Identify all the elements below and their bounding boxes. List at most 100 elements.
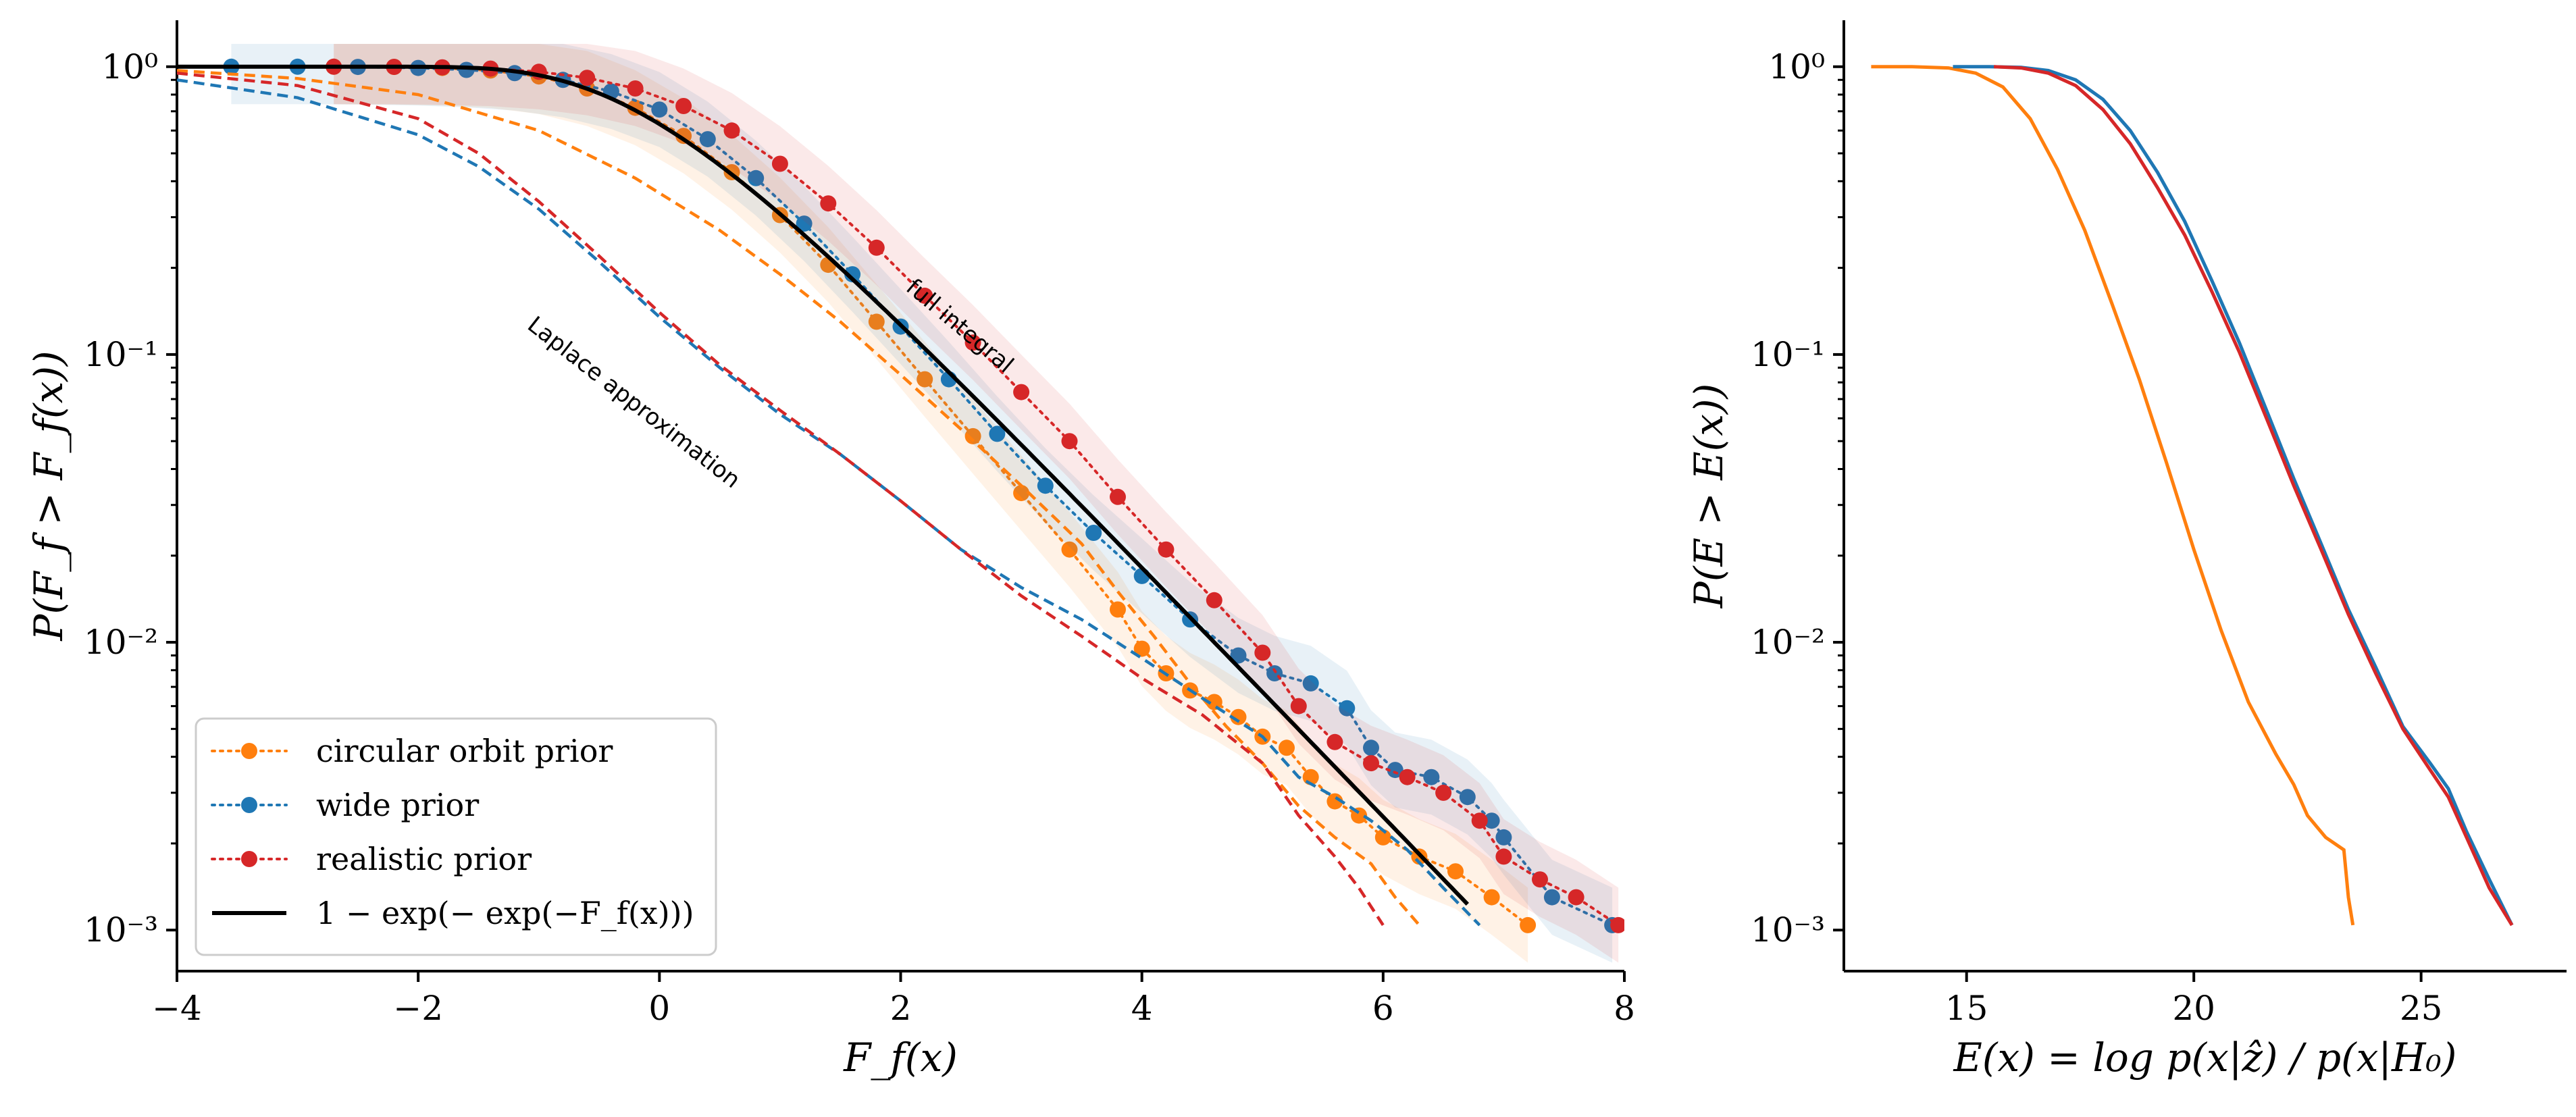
legend-swatch-marker: [241, 851, 257, 867]
series-realistic-prior-point: [1399, 769, 1416, 785]
series-circular-orbit-prior-point: [868, 313, 885, 330]
series-realistic-prior-point: [820, 195, 837, 212]
series-wide-prior-point: [1387, 762, 1403, 779]
x-tick-label: 15: [1945, 989, 1988, 1028]
right-panel: 15 20 25 10⁰ 10⁻¹ 10⁻² 10⁻³ E(x) = log p(x|ẑ) /…: [1686, 20, 2567, 1081]
legend-label: circular orbit prior: [316, 733, 613, 769]
series-wide-prior-point: [1085, 525, 1102, 541]
series-wide-prior-point: [651, 101, 668, 118]
series-circular-orbit-prior-point: [964, 427, 981, 444]
series-realistic-prior-laplace-approximation: [177, 72, 1385, 927]
series-circular-orbit-prior-point: [1279, 739, 1295, 756]
plot-area: [177, 44, 1624, 963]
series-circular-orbit-prior-point: [1326, 793, 1343, 810]
series-realistic-prior-band: [334, 44, 1619, 963]
series-realistic-prior-point: [1610, 916, 1624, 933]
series-circular-orbit-prior-point: [1013, 485, 1030, 502]
series-wide-prior-point: [989, 425, 1006, 442]
series-circular-orbit-prior-point: [1110, 601, 1126, 618]
x-tick-label: 4: [1131, 989, 1153, 1028]
series-realistic-prior-point: [1532, 871, 1548, 888]
left-panel: −4 −2 0 2 4 6 8 10⁰ 10⁻¹ 10⁻² 10⁻³ F_f(x) P(F_f > F_…: [26, 20, 1635, 1081]
series-wide-prior-point: [1543, 889, 1560, 906]
x-tick-label: −2: [393, 989, 443, 1028]
x-tick-label: 25: [2400, 989, 2443, 1028]
series-realistic-prior-point: [1158, 541, 1175, 558]
series-realistic-prior-point: [627, 80, 644, 97]
x-tick-label: 20: [2172, 989, 2215, 1028]
series-realistic-prior-point: [723, 122, 740, 139]
legend: circular orbit prior wide prior realistic …: [195, 717, 717, 956]
series-wide-prior-point: [1495, 829, 1512, 846]
x-axis-label: E(x) = log p(x|ẑ) / p(x|H₀): [1953, 1035, 2457, 1081]
y-tick-label: 10⁻²: [84, 623, 158, 662]
y-tick-label: 10⁰: [1768, 47, 1825, 86]
x-axis-label: F_f(x): [843, 1035, 958, 1081]
series-realistic-prior-point: [1471, 812, 1488, 829]
series-realistic-prior-point: [1013, 384, 1030, 400]
x-tick-label: 0: [648, 989, 670, 1028]
series-circular-orbit-prior-point: [1520, 916, 1537, 933]
series-realistic-prior-point: [771, 155, 788, 172]
y-tick-label: 10⁰: [101, 47, 158, 86]
series-wide-prior-point: [748, 170, 765, 186]
series-wide-prior-point: [1230, 647, 1247, 664]
series-wide-prior-point: [1423, 769, 1440, 785]
legend-label: 1 − exp(− exp(−F_f(x))): [316, 895, 694, 931]
series-wide-prior-point: [1037, 477, 1054, 494]
x-tick-label: 6: [1372, 989, 1394, 1028]
y-axis-label: P(E > E(x)): [1686, 384, 1732, 608]
series-realistic-prior-point: [1568, 889, 1585, 906]
y-axis-label: P(F_f > F_f(x)): [26, 350, 72, 641]
series-circular-orbit-prior-point: [1230, 708, 1247, 725]
series-wide-prior-laplace-approximation: [177, 78, 1481, 927]
series-circular-orbit-prior-point: [1374, 829, 1391, 846]
series-realistic-prior-point: [579, 70, 596, 86]
series-realistic-prior-point: [1495, 848, 1512, 865]
series-wide-prior-point: [699, 131, 716, 148]
y-tick-label: 10⁻¹: [1751, 335, 1825, 374]
gumbel-reference-line: [177, 64, 1469, 906]
series-wide-prior-point: [1363, 739, 1379, 756]
series-realistic-prior-point: [1206, 592, 1222, 608]
series-realistic-prior: [1993, 65, 2514, 927]
series-wide-prior-point: [1302, 675, 1319, 692]
series-realistic-prior-point: [964, 334, 981, 351]
series-circular-orbit-prior-laplace-approximation: [177, 69, 1421, 927]
legend-label: realistic prior: [316, 841, 532, 877]
legend-swatch-marker: [241, 797, 257, 813]
series-realistic-prior-point: [1110, 488, 1126, 505]
series-realistic-prior-point: [1363, 755, 1379, 772]
legend-frame: [195, 717, 717, 956]
x-tick-label: −4: [152, 989, 202, 1028]
series-wide-prior-point: [844, 266, 861, 283]
y-tick-label: 10⁻³: [84, 910, 158, 950]
series-circular-orbit-prior-point: [1061, 541, 1078, 558]
y-tick-label: 10⁻³: [1751, 910, 1825, 950]
series-wide-prior-point: [1483, 812, 1500, 829]
series-circular-orbit-prior-point: [917, 371, 933, 388]
series-realistic-prior-point: [1326, 733, 1343, 750]
series-wide-prior-point: [1339, 700, 1356, 717]
series-circular-orbit-prior-point: [1483, 889, 1500, 906]
series-wide-prior-point: [796, 215, 813, 232]
x-tick-label: 2: [890, 989, 912, 1028]
series-realistic-prior-point: [917, 287, 933, 304]
legend-swatch-marker: [241, 743, 257, 759]
series-realistic-prior-point: [1290, 698, 1307, 715]
x-tick-label: 8: [1614, 989, 1635, 1028]
series-realistic-prior-point: [1254, 644, 1271, 661]
series-circular-orbit-prior-point: [1133, 640, 1150, 657]
plot-area: [1871, 65, 2514, 927]
legend-label: wide prior: [316, 787, 479, 823]
y-tick-label: 10⁻²: [1751, 623, 1825, 662]
series-circular-orbit-prior: [1871, 65, 2355, 926]
y-tick-label: 10⁻¹: [84, 335, 158, 374]
series-realistic-prior-point: [675, 98, 692, 114]
annotation-label: Laplace approximation: [522, 311, 745, 494]
series-wide-prior: [1953, 65, 2514, 927]
series-realistic-prior-point: [868, 239, 885, 256]
series-realistic-prior-point: [1061, 433, 1078, 450]
series-circular-orbit-prior-point: [1447, 863, 1464, 880]
